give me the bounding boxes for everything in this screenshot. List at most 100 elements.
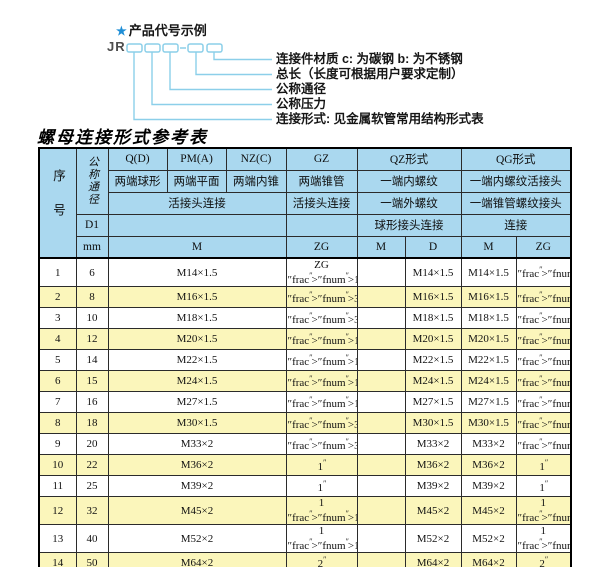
- cell-dn: 25: [75, 475, 109, 497]
- cell-qg-zg: ″frac″>″fnum″>1″fden″>2″: [515, 349, 572, 371]
- cell-qz-d: M52×2: [404, 524, 462, 553]
- product-code-example-label: 产品代号示例: [128, 23, 207, 38]
- cell-thread-m: M20×1.5: [107, 328, 287, 350]
- cell-qz-m: [356, 552, 406, 567]
- cell-qg-m: M14×1.5: [460, 257, 517, 287]
- table-row: 615M24×1.5″frac″>″fnum″>1″fden″>2″M24×1.…: [38, 370, 572, 392]
- table-row: 716M27×1.5″frac″>″fnum″>1″fden″>2″M27×1.…: [38, 391, 572, 413]
- header-sub-qz: 一端内螺纹: [356, 169, 462, 193]
- cell-qg-zg: ″frac″>″fnum″>1″fden″>2″: [515, 328, 572, 350]
- product-code-example-title: ★ 产品代号示例: [116, 20, 207, 39]
- cell-thread-m: M14×1.5: [107, 257, 287, 287]
- cell-qg-m: M22×1.5: [460, 349, 517, 371]
- cell-gz: ″frac″>″fnum″>3″fden″>4″: [285, 412, 358, 434]
- cell-gz: 1″: [285, 454, 358, 476]
- cell-qz-m: [356, 349, 406, 371]
- cell-qz-d: M14×1.5: [404, 257, 462, 287]
- cell-seq: 10: [38, 454, 77, 476]
- header-type-nzc: NZ(C): [225, 147, 287, 171]
- cell-qg-m: M30×1.5: [460, 412, 517, 434]
- header-ball-joint-connection: 球形接头连接: [356, 213, 462, 237]
- cell-qz-d: M16×1.5: [404, 286, 462, 308]
- header-unit-mm: mm: [75, 235, 109, 259]
- cell-qz-m: [356, 433, 406, 455]
- cell-thread-m: M30×1.5: [107, 412, 287, 434]
- cell-qz-d: M24×1.5: [404, 370, 462, 392]
- cell-qz-d: M64×2: [404, 552, 462, 567]
- cell-qz-m: [356, 257, 406, 287]
- cell-seq: 6: [38, 370, 77, 392]
- cell-thread-m: M27×1.5: [107, 391, 287, 413]
- cell-qg-zg: 1″: [515, 475, 572, 497]
- table-row: 514M22×1.5″frac″>″fnum″>1″fden″>2″M22×1.…: [38, 349, 572, 371]
- code-box-icon: [206, 43, 223, 53]
- product-code-diagram: [126, 43, 272, 121]
- nut-connection-reference-table: 序号 公称通径 Q(D) PM(A) NZ(C) GZ QZ形式 QG形式 两端…: [38, 147, 572, 567]
- cell-thread-m: M22×1.5: [107, 349, 287, 371]
- cell-seq: 13: [38, 524, 77, 553]
- table-row: 310M18×1.5″frac″>″fnum″>3″fden″>8″M18×1.…: [38, 307, 572, 329]
- cell-dn: 16: [75, 391, 109, 413]
- header-nominal-diameter: 公称通径: [75, 147, 109, 215]
- cell-qz-d: M33×2: [404, 433, 462, 455]
- cell-thread-m: M33×2: [107, 433, 287, 455]
- code-box-icon: [144, 43, 161, 53]
- cell-gz: ″frac″>″fnum″>1″fden″>2″: [285, 370, 358, 392]
- cell-seq: 4: [38, 328, 77, 350]
- header-taper-pipe-joint: 一端锥管螺纹接头: [460, 191, 572, 215]
- cell-seq: 14: [38, 552, 77, 567]
- cell-qz-d: M45×2: [404, 496, 462, 525]
- cell-qg-m: M27×1.5: [460, 391, 517, 413]
- cell-dn: 20: [75, 433, 109, 455]
- cell-qg-m: M33×2: [460, 433, 517, 455]
- table-row: 10 22 M36×2 1″ M36×2 M36×2 1″: [38, 454, 572, 476]
- cell-qz-m: [356, 286, 406, 308]
- header-union-connection-gz: 活接头连接: [285, 191, 358, 215]
- cell-seq: 12: [38, 496, 77, 525]
- cell-gz: ZG ″frac″>″fnum″>1″fden″>4″: [285, 257, 358, 287]
- header-unit-qg-zg: ZG: [515, 235, 572, 259]
- leader-line: [133, 52, 272, 121]
- cell-qz-m: [356, 370, 406, 392]
- cell-thread-m: M24×1.5: [107, 370, 287, 392]
- header-unit-zg: ZG: [285, 235, 358, 259]
- code-box-icon: [162, 43, 179, 53]
- header-sub-qd: 两端球形: [107, 169, 168, 193]
- table-title: 螺母连接形式参考表: [37, 128, 208, 147]
- cell-seq: 9: [38, 433, 77, 455]
- header-blank: [107, 213, 287, 237]
- cell-qz-d: M39×2: [404, 475, 462, 497]
- header-union-connection: 活接头连接: [107, 191, 287, 215]
- product-code-prefix: JR: [107, 39, 126, 54]
- cell-gz: ″frac″>″fnum″>1″fden″>2″: [285, 328, 358, 350]
- header-unit-qz-m: M: [356, 235, 406, 259]
- cell-thread-m: M39×2: [107, 475, 287, 497]
- header-sub-nzc: 两端内锥: [225, 169, 287, 193]
- header-sub-qg: 一端内螺纹活接头: [460, 169, 572, 193]
- cell-dn: 12: [75, 328, 109, 350]
- cell-qz-d: M27×1.5: [404, 391, 462, 413]
- cell-qg-zg: 1″: [515, 454, 572, 476]
- cell-seq: 3: [38, 307, 77, 329]
- cell-qz-m: [356, 496, 406, 525]
- cell-qg-m: M18×1.5: [460, 307, 517, 329]
- header-sub-pma: 两端平面: [166, 169, 227, 193]
- cell-gz: 2″: [285, 552, 358, 567]
- cell-qz-d: M36×2: [404, 454, 462, 476]
- cell-dn: 8: [75, 286, 109, 308]
- cell-seq: 5: [38, 349, 77, 371]
- cell-dn: 14: [75, 349, 109, 371]
- legend-material: 连接件材质 c: 为碳钢 b: 为不锈钢: [276, 52, 463, 66]
- header-external-thread: 一端外螺纹: [356, 191, 462, 215]
- cell-qg-m: M20×1.5: [460, 328, 517, 350]
- cell-thread-m: M45×2: [107, 496, 287, 525]
- cell-qz-d: M30×1.5: [404, 412, 462, 434]
- cell-qz-d: M22×1.5: [404, 349, 462, 371]
- cell-gz: ″frac″>″fnum″>1″fden″>2″: [285, 391, 358, 413]
- cell-gz: ″frac″>″fnum″>1″fden″>2″: [285, 349, 358, 371]
- cell-qg-m: M24×1.5: [460, 370, 517, 392]
- code-box-icon: [187, 43, 204, 53]
- cell-gz: ″frac″>″fnum″>3″fden″>4″: [285, 433, 358, 455]
